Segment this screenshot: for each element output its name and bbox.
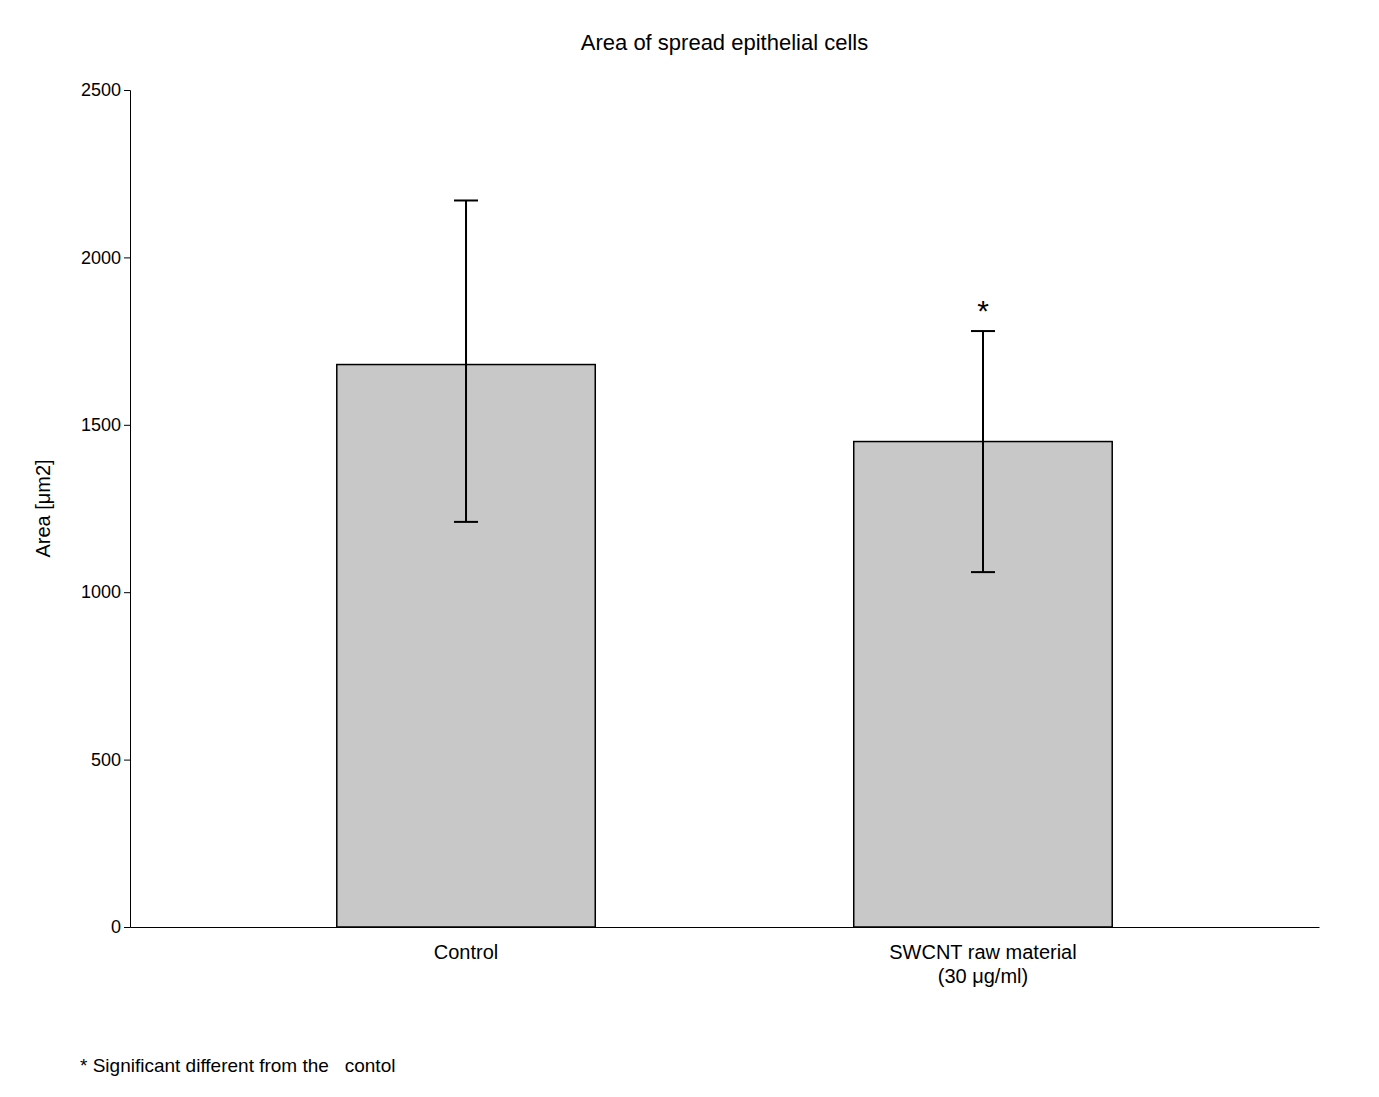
y-tick: 2000 <box>81 248 130 268</box>
x-axis: Control SWCNT raw material(30 μg/ml) <box>131 928 1320 988</box>
title: Area of spread epithelial cells <box>581 30 868 55</box>
y-tick-label: 2500 <box>81 80 121 100</box>
y-tick: 500 <box>91 750 130 770</box>
y-tick: 1000 <box>81 582 130 602</box>
y-axis: 0 500 1000 1500 2000 2500 <box>81 80 131 937</box>
x-tick: SWCNT raw material(30 μg/ml) <box>889 941 1076 987</box>
error-cap-upper <box>454 199 478 201</box>
y-tick-label: 0 <box>111 917 121 937</box>
error-bar-line <box>465 200 467 521</box>
y-tick: 0 <box>111 917 130 937</box>
marks <box>337 200 1112 927</box>
y-axis-title: Area [μm2] <box>32 459 54 557</box>
y-tick-mark <box>124 927 130 928</box>
plot: 0 500 1000 1500 2000 2500 Control SWCNT raw mat… <box>32 80 1320 987</box>
x-tick: Control <box>434 941 498 963</box>
y-tick-mark <box>124 90 130 91</box>
x-tick-label-line: (30 μg/ml) <box>938 965 1028 987</box>
x-tick-label-line: SWCNT raw material <box>889 941 1076 963</box>
error-cap-lower <box>971 571 995 573</box>
footnote: * Significant different from the contol <box>80 1055 395 1076</box>
y-tick-mark <box>124 760 130 761</box>
annotation: * <box>977 294 989 327</box>
error-bar <box>971 331 995 572</box>
x-tick-label: Control <box>434 941 498 963</box>
y-tick-mark <box>124 257 130 258</box>
x-axis-line <box>131 927 1320 928</box>
chart: 0 500 1000 1500 2000 2500 Control SWCNT raw mat… <box>0 0 1379 1097</box>
y-tick-mark <box>124 592 130 593</box>
error-cap-lower <box>454 521 478 523</box>
y-tick-mark <box>124 425 130 426</box>
y-tick-label: 2000 <box>81 248 121 268</box>
y-tick: 1500 <box>81 415 130 435</box>
error-bar-line <box>982 331 984 572</box>
x-tick-label: SWCNT raw material(30 μg/ml) <box>889 941 1076 987</box>
y-tick-label: 500 <box>91 750 121 770</box>
y-tick-label: 1000 <box>81 582 121 602</box>
y-axis-line <box>124 91 131 928</box>
x-tick-label-line: Control <box>434 941 498 963</box>
error-bar <box>454 200 478 521</box>
y-tick-label: 1500 <box>81 415 121 435</box>
error-cap-upper <box>971 330 995 332</box>
y-tick: 2500 <box>81 80 130 100</box>
